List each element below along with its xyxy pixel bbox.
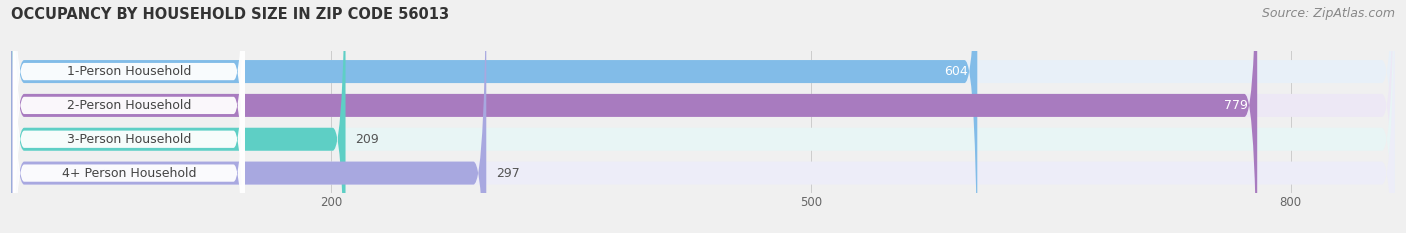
Text: 297: 297 [496,167,520,180]
Text: 1-Person Household: 1-Person Household [66,65,191,78]
Text: 4+ Person Household: 4+ Person Household [62,167,195,180]
FancyBboxPatch shape [11,0,1395,233]
Text: 604: 604 [943,65,967,78]
FancyBboxPatch shape [13,0,245,233]
FancyBboxPatch shape [11,0,486,233]
FancyBboxPatch shape [11,0,1257,233]
FancyBboxPatch shape [13,0,245,233]
FancyBboxPatch shape [11,0,346,233]
FancyBboxPatch shape [11,0,977,233]
FancyBboxPatch shape [13,0,245,233]
Text: 209: 209 [356,133,378,146]
Text: OCCUPANCY BY HOUSEHOLD SIZE IN ZIP CODE 56013: OCCUPANCY BY HOUSEHOLD SIZE IN ZIP CODE … [11,7,450,22]
Text: Source: ZipAtlas.com: Source: ZipAtlas.com [1261,7,1395,20]
Text: 2-Person Household: 2-Person Household [66,99,191,112]
Text: 3-Person Household: 3-Person Household [66,133,191,146]
FancyBboxPatch shape [13,0,245,233]
FancyBboxPatch shape [11,0,1395,233]
Text: 779: 779 [1223,99,1247,112]
FancyBboxPatch shape [11,0,1395,233]
FancyBboxPatch shape [11,0,1395,233]
